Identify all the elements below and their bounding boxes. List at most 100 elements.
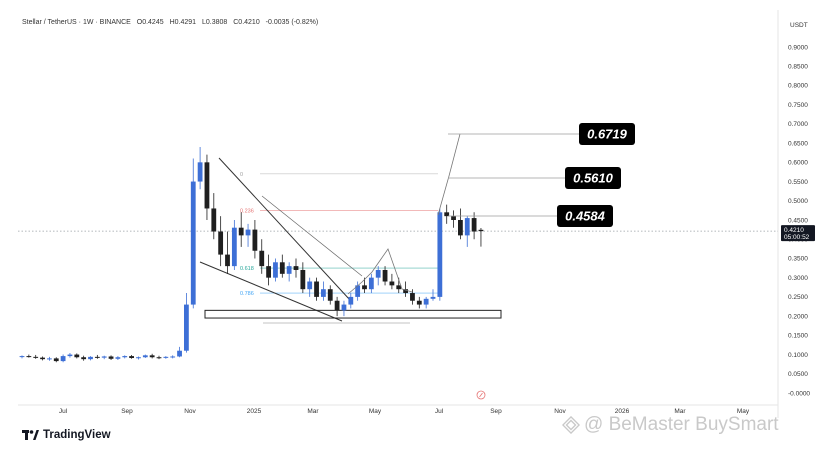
candle-body (396, 285, 402, 290)
fib-level-label: 0.236 (240, 208, 254, 214)
y-tick-label: 0.9000 (788, 44, 808, 51)
y-tick-label: 0.7000 (788, 121, 808, 128)
candle-body (464, 218, 470, 236)
x-tick-label: May (737, 408, 750, 415)
candle-body (273, 262, 278, 278)
candle-body (81, 357, 87, 360)
x-tick-label: Sep (121, 408, 133, 415)
y-tick-label: 0.8500 (788, 64, 808, 71)
ohlc-high: H0.4291 (169, 19, 197, 26)
y-tick-label: 0.3000 (788, 275, 808, 282)
price-change: -0.0035 (-0.82%) (265, 19, 319, 26)
candle-body (321, 289, 326, 297)
candle-body (170, 356, 176, 358)
y-tick-label: 0.3500 (788, 256, 808, 263)
candle-body (74, 354, 80, 358)
candle-body (67, 354, 73, 357)
candle-body (300, 269, 306, 290)
candle-body (458, 220, 463, 236)
candle-body (478, 229, 484, 232)
current-price-label: 0.4210 (784, 227, 804, 234)
candle-body (190, 181, 196, 305)
watermark-text: @ BeMaster BuySmart (584, 414, 779, 435)
candle-body (26, 356, 32, 358)
chart-header: Stellar / TetherUS · 1W · BINANCE O0.424… (22, 19, 322, 26)
candle-body (238, 227, 244, 236)
candle-body (471, 218, 477, 232)
candle-body (33, 356, 39, 358)
x-tick-label: Jul (435, 408, 444, 415)
candle-body (389, 281, 395, 286)
diamond-logo-icon (562, 416, 580, 434)
candle-body (136, 357, 141, 359)
symbol-title: Stellar / TetherUS · 1W · BINANCE (22, 19, 131, 26)
replay-icon-mark (479, 392, 483, 398)
candle-body (314, 281, 319, 297)
x-tick-label: Nov (184, 408, 196, 415)
y-tick-label: -0.0000 (788, 390, 810, 397)
candle-body (266, 266, 271, 278)
y-tick-label: 0.5000 (788, 198, 808, 205)
candle-body (184, 304, 189, 351)
candle-body (94, 356, 100, 358)
wedge-upper-line (218, 157, 351, 301)
watermark: @ BeMaster BuySmart (562, 414, 779, 436)
candle-body (115, 357, 121, 359)
y-tick-label: 0.1500 (788, 333, 808, 340)
projection-breakout (437, 133, 461, 216)
fib-level-label: 0.786 (240, 291, 254, 297)
target-label: 0.4584 (565, 209, 606, 224)
candle-body (108, 356, 114, 359)
candle-body (149, 355, 155, 358)
candle-body (423, 298, 429, 305)
candle-body (437, 212, 443, 297)
candle-body (341, 304, 347, 311)
candle-body (245, 229, 251, 236)
y-tick-label: 0.5500 (788, 179, 808, 186)
logo-text: TradingView (43, 429, 111, 441)
candle-body (286, 266, 292, 274)
fib-level-label: 0 (240, 172, 243, 178)
wedge-lower-line (199, 261, 343, 322)
candle-body (375, 269, 381, 278)
target-badge (565, 167, 621, 189)
target-label: 0.5610 (573, 171, 614, 186)
candle-body (47, 358, 52, 360)
candle-body (403, 289, 408, 294)
ohlc-close: C0.4210 (233, 19, 260, 26)
tradingview-logo-icon (22, 430, 39, 440)
candle-body (225, 254, 230, 267)
y-tick-label: 0.1000 (788, 352, 808, 359)
support-zone-box (204, 309, 502, 319)
candle-body (410, 293, 415, 301)
candle-body (259, 250, 265, 267)
candle-body (19, 356, 25, 358)
candle-body (252, 229, 258, 251)
current-price-badge (781, 225, 815, 242)
y-tick-label: 0.0500 (788, 371, 808, 378)
x-tick-label: May (369, 408, 382, 415)
candle-body (416, 300, 422, 305)
candle-body (279, 262, 285, 274)
candle-body (129, 356, 134, 359)
candle-body (197, 162, 203, 182)
candle-body (307, 281, 313, 290)
candle-body (382, 269, 388, 282)
candle-body (327, 289, 333, 301)
currency-label: USDT (790, 22, 808, 29)
candle-body (122, 356, 128, 358)
candle-body (211, 208, 217, 232)
candle-body (430, 296, 436, 299)
candle-body (218, 231, 224, 255)
candle-body (40, 357, 45, 360)
candle-body (355, 285, 361, 297)
y-tick-label: 0.2000 (788, 313, 808, 320)
channel-line (261, 195, 363, 277)
candle-body (231, 227, 237, 267)
tradingview-logo[interactable]: TradingView (22, 429, 111, 441)
y-tick-label: 0.4500 (788, 217, 808, 224)
candle-body (451, 216, 456, 220)
target-label: 0.6719 (587, 127, 628, 142)
y-tick-label: 0.6500 (788, 140, 808, 147)
